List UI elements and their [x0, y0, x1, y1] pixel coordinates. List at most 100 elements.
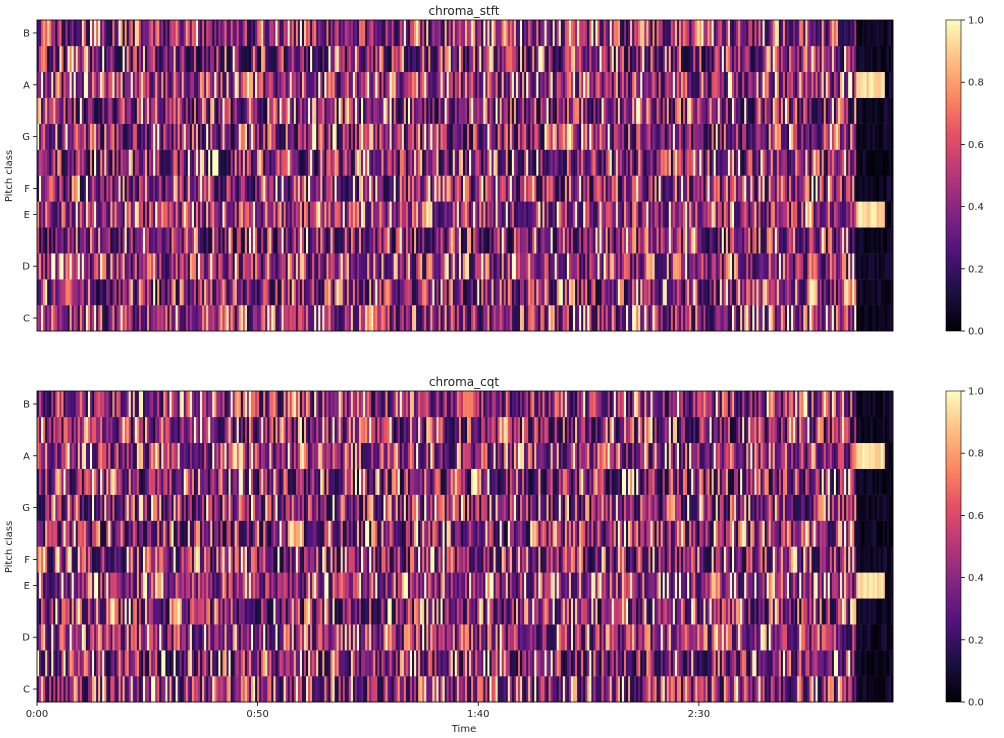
heatmap-cell	[320, 97, 323, 124]
heatmap-cell	[424, 97, 427, 124]
heatmap-cell	[780, 253, 784, 280]
heatmap-cell	[403, 149, 407, 176]
heatmap-cell	[322, 279, 325, 306]
heatmap-cell	[770, 97, 774, 124]
heatmap-cell	[852, 253, 855, 280]
heatmap-cell	[848, 279, 851, 306]
heatmap-cell	[132, 253, 136, 280]
heatmap-cell	[151, 71, 154, 98]
heatmap-cell	[575, 123, 578, 150]
heatmap-cell	[348, 279, 352, 306]
heatmap-cell	[844, 123, 847, 150]
heatmap-cell	[320, 253, 323, 280]
heatmap-cell	[169, 253, 172, 280]
heatmap-cell	[387, 149, 390, 176]
heatmap-cell	[789, 201, 792, 228]
heatmap-cell	[393, 149, 397, 176]
heatmap-cell	[96, 45, 99, 73]
heatmap-cell	[295, 201, 299, 228]
heatmap-cell	[821, 227, 825, 254]
heatmap-cell	[67, 227, 70, 254]
heatmap-cell	[338, 227, 342, 254]
heatmap-cell	[418, 175, 421, 202]
heatmap-cell	[522, 279, 525, 306]
heatmap-cell	[658, 20, 662, 47]
heatmap-cell	[389, 123, 392, 150]
heatmap-cell	[259, 123, 262, 150]
heatmap-cell	[145, 175, 148, 202]
heatmap-cell	[71, 71, 75, 98]
heatmap-cell	[801, 279, 804, 306]
heatmap-cell	[784, 201, 788, 228]
heatmap-cell	[520, 227, 523, 254]
heatmap-cell	[55, 97, 58, 124]
heatmap-cell	[259, 227, 262, 254]
heatmap-cell	[469, 20, 472, 47]
heatmap-cell	[295, 149, 299, 176]
heatmap-cell	[784, 97, 788, 124]
heatmap-cell	[731, 279, 735, 306]
heatmap-cell	[344, 71, 348, 98]
heatmap-cell	[858, 20, 861, 47]
heatmap-cell	[575, 227, 578, 254]
heatmap-cell	[499, 149, 503, 176]
heatmap-cell	[648, 201, 651, 228]
heatmap-cell	[354, 253, 358, 280]
heatmap-cell	[379, 149, 382, 176]
heatmap-cell	[242, 175, 246, 202]
heatmap-cell	[110, 227, 113, 254]
heatmap-cell	[656, 279, 659, 306]
heatmap-cell	[149, 201, 152, 228]
heatmap-cell	[852, 149, 855, 176]
heatmap-cell	[310, 175, 313, 202]
heatmap-cell	[236, 253, 240, 280]
heatmap-cell	[679, 201, 682, 228]
heatmap-cell	[475, 45, 478, 73]
heatmap-cell	[267, 253, 270, 280]
heatmap-cell	[813, 20, 816, 47]
heatmap-cell	[344, 175, 348, 202]
heatmap-cell	[387, 97, 390, 124]
heatmap-cell	[793, 45, 796, 73]
heatmap-cell	[100, 123, 103, 150]
heatmap-cell	[599, 175, 602, 202]
heatmap-cell	[579, 227, 582, 254]
heatmap-cell	[515, 71, 519, 98]
heatmap-cell	[731, 201, 735, 228]
heatmap-cell	[110, 253, 113, 280]
heatmap-cell	[473, 149, 476, 176]
heatmap-cell	[699, 149, 702, 176]
heatmap-cell	[819, 123, 823, 150]
heatmap-cell	[583, 123, 586, 150]
heatmap-cell	[734, 253, 737, 280]
heatmap-cell	[255, 149, 258, 176]
heatmap-cell	[754, 20, 757, 47]
heatmap-cell	[61, 227, 64, 254]
heatmap-cell	[375, 279, 378, 306]
heatmap-cell	[701, 305, 704, 332]
heatmap-cell	[473, 279, 476, 306]
heatmap-cell	[424, 71, 427, 98]
heatmap-cell	[242, 253, 246, 280]
heatmap-cell	[844, 149, 847, 176]
heatmap-cell	[346, 175, 350, 202]
heatmap-cell	[454, 279, 458, 306]
heatmap-cell	[758, 201, 761, 228]
heatmap-cell	[287, 97, 291, 124]
heatmap-cell	[295, 175, 299, 202]
heatmap-cell	[416, 149, 419, 176]
heatmap-cell	[513, 175, 517, 202]
heatmap-cell	[878, 45, 882, 73]
heatmap-cell	[442, 71, 445, 98]
heatmap-cell	[308, 97, 311, 124]
heatmap-cell	[208, 201, 211, 228]
heatmap-cell	[842, 71, 845, 98]
heatmap-cell	[334, 71, 337, 98]
heatmap-cell	[556, 279, 560, 306]
heatmap-cell	[868, 227, 871, 254]
heatmap-cell	[94, 45, 97, 73]
heatmap-cell	[473, 97, 476, 124]
heatmap-cell	[715, 20, 719, 47]
heatmap-cell	[840, 123, 843, 150]
heatmap-cell	[552, 305, 556, 332]
